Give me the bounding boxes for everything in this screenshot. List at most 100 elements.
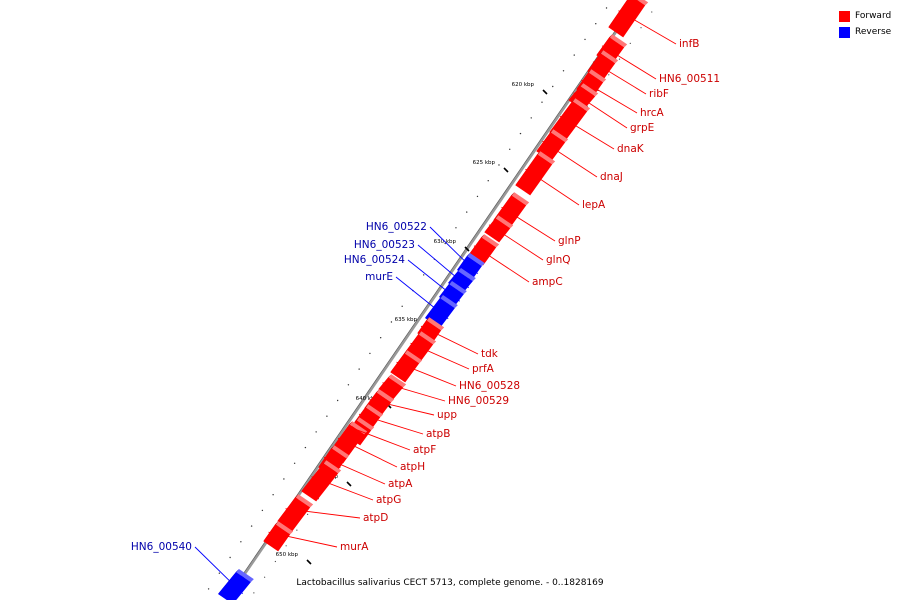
minor-tick [315,431,317,433]
minor-tick [618,58,621,60]
gene-label: HN6_00528 [459,380,520,392]
gene-block-top [588,69,607,83]
label-leader [369,399,435,416]
minor-tick [509,148,511,150]
label-leader [396,361,457,387]
gene-block-top [349,421,368,435]
gene-block [608,0,646,38]
tick-label: 635 kbp [395,317,418,323]
gene-label: dnaK [617,143,645,155]
gene-label: atpA [388,478,413,490]
minor-tick [358,368,360,370]
label-leader [410,342,470,370]
minor-tick [562,70,565,72]
minor-tick [207,588,210,590]
label-leader [349,426,411,451]
minor-tick [274,560,276,563]
gene-label: glnQ [546,254,571,266]
gene-label: upp [437,409,457,421]
gene-block-top [637,0,649,6]
gene-label: dnaJ [600,171,623,183]
forward-swatch [839,10,850,22]
minor-tick [487,180,489,182]
gene-block-top [600,50,619,64]
minor-tick [455,227,457,229]
gene-block-top [572,98,591,112]
minor-tick [304,446,307,449]
label-leader [194,546,243,595]
label-leader [323,456,386,485]
label-leader [311,476,374,501]
gene-label: atpG [376,494,401,506]
minor-tick [552,85,554,88]
gene-infB [608,0,649,38]
gene-label: HN6_00523 [354,239,415,251]
major-tick [306,559,312,565]
minor-tick [240,541,242,543]
label-leader [592,61,647,95]
label-leader [337,437,398,468]
minor-tick [584,38,586,41]
gene-block-top [236,569,254,583]
gene-label: hrcA [640,107,665,119]
gene-label: HN6_00540 [131,541,192,553]
gene-block-top [331,445,350,459]
gene-tdk [417,317,445,344]
gene-label: prfA [472,363,495,375]
tick-label: 625 kbp [473,160,496,166]
label-leader [618,10,677,45]
label-leader [420,325,479,355]
gene-block [549,101,588,143]
gene-HN6_00529 [378,374,407,400]
minor-tick [229,556,231,559]
gene-block-top [495,215,514,229]
minor-tick [264,576,266,578]
gene-label: tdk [481,348,499,360]
gene-block-top [609,34,628,48]
gene-block-top [458,268,476,282]
label-leader [601,45,657,80]
gene-block-top [440,295,458,309]
label-leader [285,508,361,519]
gene-label: murE [365,271,393,283]
major-tick [503,167,509,173]
gene-label: HN6_00529 [448,395,509,407]
gene-dnaK [549,98,591,143]
minor-tick [608,74,610,76]
gene-label: HN6_00511 [659,73,720,85]
gene-block [378,377,404,400]
gene-label: atpF [413,444,436,456]
minor-tick [651,11,653,13]
legend-label-reverse: Reverse [855,27,892,37]
minor-tick [390,321,393,323]
gene-block-top [481,234,500,248]
gene-block-top [467,253,485,267]
gene-block-top [323,460,342,474]
minor-tick [498,164,500,166]
minor-tick [293,462,296,464]
gene-block-top [449,281,467,295]
label-leader [501,206,556,242]
minor-tick [369,352,371,355]
major-tick [542,89,548,95]
minor-tick [272,494,274,496]
gene-block-top [376,389,395,403]
minor-tick [530,117,532,119]
minor-tick [605,7,608,9]
minor-tick [422,274,425,276]
gene-block [448,271,473,294]
label-leader [417,244,469,289]
minor-tick [444,242,446,245]
minor-tick [250,525,253,527]
reverse-swatch [839,26,850,38]
minor-tick [466,211,468,213]
gene-atpD [277,494,314,532]
minor-tick [573,54,575,56]
minor-tick [476,195,479,198]
gene-block-top [356,417,375,431]
label-leader [581,79,638,114]
gene-label: lepA [582,199,606,211]
gene-atpG [301,460,342,502]
gene-label: murA [340,541,369,553]
label-leader [407,259,460,302]
